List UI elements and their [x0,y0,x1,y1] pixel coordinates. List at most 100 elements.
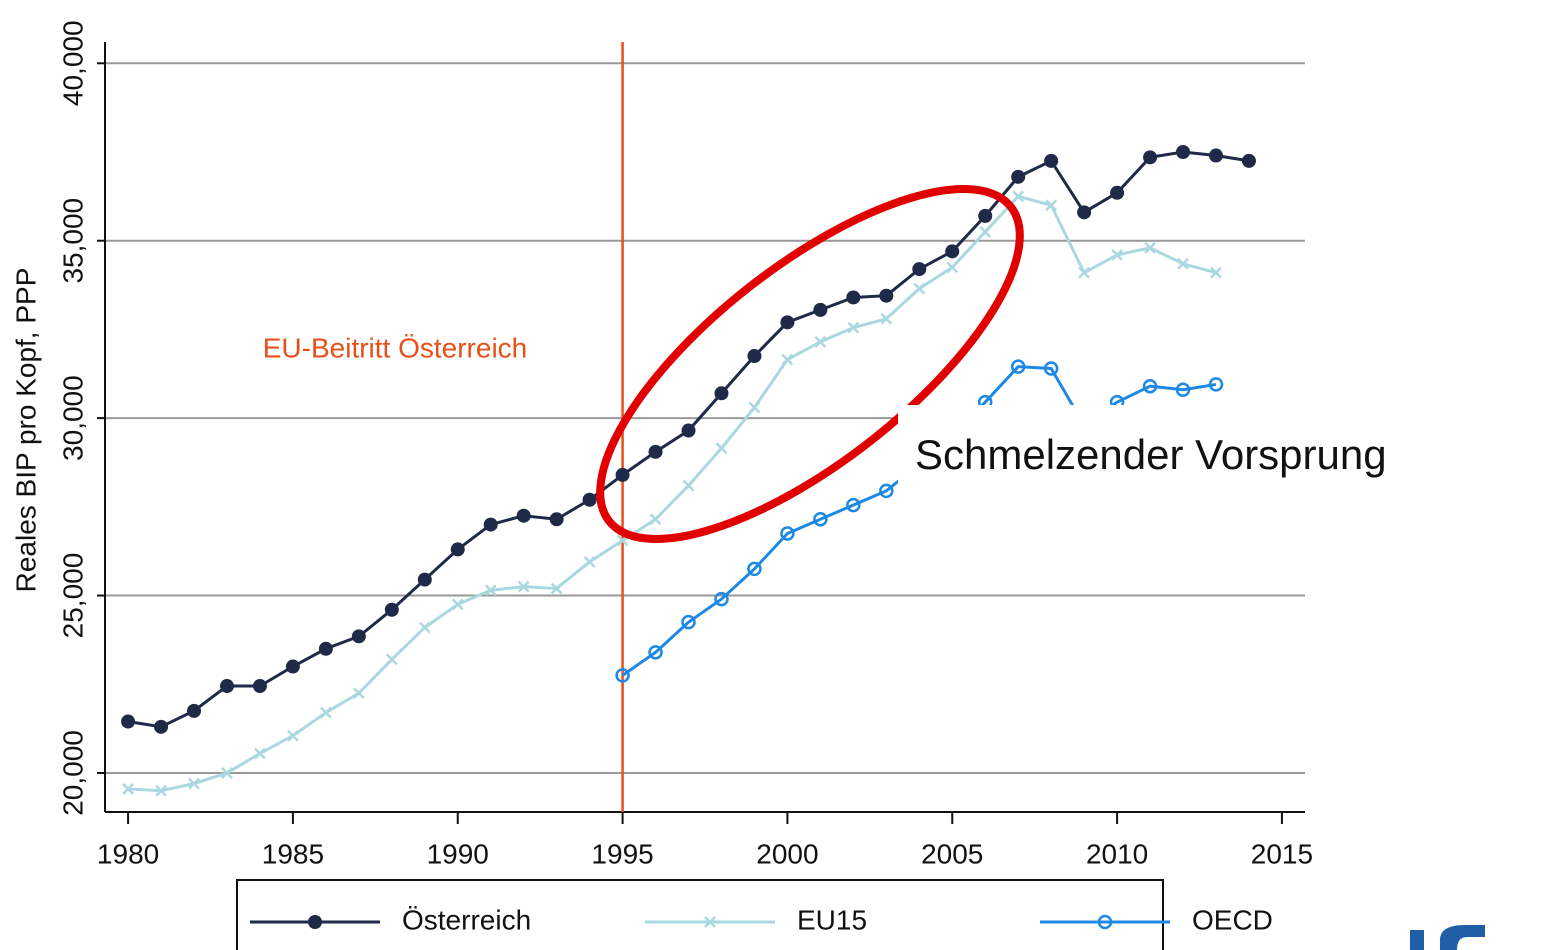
point [781,353,794,366]
x-tick-label: 2010 [1086,838,1148,869]
legend-label: OECD [1192,904,1273,935]
y-axis-label: Reales BIP pro Kopf, PPP [10,268,41,593]
point [1077,205,1092,220]
point [451,598,464,611]
y-tick-label: 40,000 [57,20,88,106]
x-tick-label: 2015 [1251,838,1313,869]
point [385,653,398,666]
point [978,208,993,223]
logo [1410,925,1485,950]
point [780,526,795,541]
point [748,401,761,414]
point [517,580,530,593]
point [946,261,959,274]
point [1142,378,1158,394]
point [1208,148,1223,163]
point [648,645,663,660]
point [747,349,762,364]
point [1143,150,1158,165]
point [583,555,596,568]
callout-text: Schmelzender Vorsprung [915,431,1387,478]
x-tick-label: 1980 [97,838,159,869]
point [681,423,696,438]
x-tick-label: 2005 [921,838,983,869]
point [615,467,630,482]
vline-label: EU-Beitritt Österreich [263,332,528,363]
point [780,315,795,330]
legend-marker [308,915,322,929]
point [648,444,663,459]
legend [236,879,1164,950]
point [880,312,893,325]
point [1210,266,1222,279]
point [285,659,300,674]
point [550,582,563,595]
point [252,679,267,694]
point [418,621,431,634]
x-tick-label: 1985 [262,838,324,869]
point [1241,153,1256,168]
point [155,784,167,797]
point [1078,266,1091,279]
legend-marker [704,916,716,928]
point [483,517,498,532]
x-tick-label: 1990 [427,838,489,869]
point [582,492,597,507]
point [1111,249,1123,261]
point [945,244,960,259]
x-tick-label: 2000 [756,838,818,869]
point [287,729,299,742]
point [352,687,365,700]
point [814,335,827,348]
point [549,512,564,527]
plot-area: 20,000 25,000 30,000 35,000 40,000 1980 1985 19… [57,20,1313,869]
point [715,442,728,455]
point [913,282,926,295]
point [122,783,134,795]
point [187,703,202,718]
point [1043,361,1059,376]
series-line [127,194,1217,793]
point [682,479,695,492]
point [714,386,729,401]
point [417,572,432,587]
legend-label: Österreich [402,904,531,935]
point [714,591,729,607]
point [318,641,333,656]
point [188,777,200,790]
point [1011,169,1026,184]
y-tick-label: 30,000 [57,375,88,461]
point [979,225,992,238]
point [747,561,762,577]
point [1176,145,1191,159]
point [846,290,861,305]
point [450,542,465,557]
point [1144,241,1156,254]
x-tick-label: 1995 [591,838,653,869]
point [1208,377,1224,392]
point [1012,190,1025,203]
point [254,747,266,760]
legend-label: EU15 [797,904,867,935]
point [351,629,366,644]
highlight-ellipse [596,185,1024,543]
point [384,602,399,617]
point [219,679,234,694]
point [154,719,169,734]
point [1045,199,1058,212]
callout-box [898,405,1565,490]
point [484,584,497,597]
point [121,714,136,729]
point [681,614,696,630]
point [1044,153,1059,168]
legend-marker [1097,914,1113,930]
point [879,288,894,303]
point [1175,382,1191,397]
point [1010,359,1026,374]
point [649,513,662,526]
point [319,706,332,719]
point [912,262,927,277]
y-tick-label: 20,000 [57,730,88,816]
point [221,767,233,779]
